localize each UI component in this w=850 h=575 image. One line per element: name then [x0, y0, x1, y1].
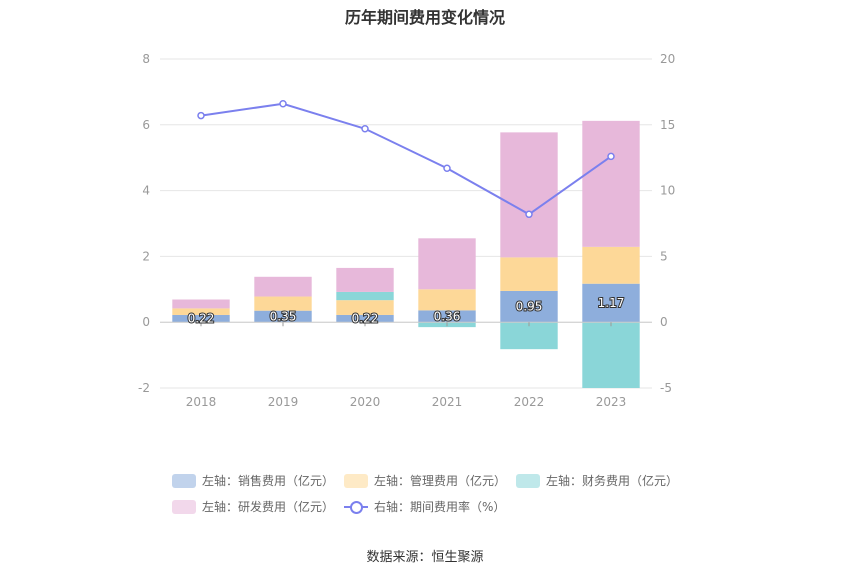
point-expense-rate — [361, 124, 369, 133]
legend-item-expense-rate[interactable]: 右轴：期间费用率（%） — [344, 498, 505, 515]
point-expense-rate — [607, 152, 615, 161]
bar-sales — [500, 290, 558, 323]
bar-rnd — [172, 299, 230, 309]
data-label-sales: 0.35 — [270, 309, 297, 323]
legend-swatch-admin — [344, 473, 368, 488]
data-source: 数据来源：恒生聚源 — [366, 550, 484, 565]
legend-item-admin[interactable]: 左轴：管理费用（亿元） — [344, 472, 506, 489]
x-tick-label: 2020 — [350, 395, 381, 409]
bar-sales — [582, 283, 640, 323]
x-tick-label: 2022 — [514, 395, 545, 409]
legend-swatch-finance — [516, 473, 540, 488]
y-left-tick-label: 0 — [142, 315, 150, 329]
data-label-sales: 0.22 — [188, 312, 215, 326]
bar-finance — [582, 322, 640, 388]
y-left-tick-label: 4 — [142, 184, 150, 198]
legend-label-admin: 左轴：管理费用（亿元） — [374, 474, 507, 488]
y-right-tick-label: 10 — [660, 184, 675, 198]
x-tick-label: 2018 — [186, 395, 217, 409]
x-tick-label: 2021 — [432, 395, 463, 409]
legend-line-expense-rate — [344, 500, 368, 514]
bar-admin — [418, 289, 476, 311]
bar-rnd — [500, 132, 558, 258]
y-left-tick-label: 6 — [142, 118, 150, 132]
bar-sales — [418, 310, 476, 323]
legend-item-rnd[interactable]: 左轴：研发费用（亿元） — [172, 498, 334, 515]
data-label-sales: 0.36 — [434, 309, 461, 323]
bar-admin — [500, 257, 558, 291]
point-expense-rate — [197, 111, 205, 120]
bar-admin — [336, 300, 394, 315]
bar-admin — [254, 296, 312, 311]
bar-admin — [172, 308, 230, 315]
bar-rnd — [418, 238, 476, 290]
bar-rnd — [254, 276, 312, 297]
legend-item-sales[interactable]: 左轴：销售费用（亿元） — [172, 472, 334, 489]
data-label-sales: 0.95 — [516, 300, 543, 314]
data-label-sales: 0.22 — [352, 312, 379, 326]
y-right-tick-label: 15 — [660, 118, 675, 132]
legend-label-expense-rate: 右轴：期间费用率（%） — [374, 500, 506, 514]
y-right-tick-label: 20 — [660, 52, 675, 66]
legend-swatch-rnd — [172, 499, 196, 514]
x-tick-label: 2019 — [268, 395, 299, 409]
bar-admin — [582, 246, 640, 284]
line-expense-rate — [200, 102, 612, 216]
data-label-sales: 1.17 — [598, 296, 625, 310]
point-expense-rate — [525, 210, 533, 219]
legend-item-finance[interactable]: 左轴：财务费用（亿元） — [516, 472, 678, 489]
y-left-tick-label: 8 — [142, 52, 150, 66]
legend-swatch-sales — [172, 473, 196, 488]
y-left-tick-label: 2 — [142, 249, 150, 263]
y-right-tick-label: 0 — [660, 315, 668, 329]
chart-title: 历年期间费用变化情况 — [344, 8, 505, 27]
chart-plot: -2 0 2 4 6 8 -5 0 5 10 15 20 2018 2019 2020 2021 2022 202… — [138, 52, 675, 409]
bar-sales — [254, 310, 312, 323]
y-right-tick-label: 5 — [660, 249, 668, 263]
x-tick-label: 2023 — [596, 395, 627, 409]
y-right-tick-label: -5 — [660, 381, 672, 395]
point-expense-rate — [443, 164, 451, 172]
bar-rnd — [582, 120, 640, 247]
point-expense-rate — [279, 99, 287, 108]
bar-sales — [336, 314, 394, 323]
bar-rnd — [336, 267, 394, 292]
legend-label-finance: 左轴：财务费用（亿元） — [546, 474, 679, 488]
bar-finance — [336, 291, 394, 301]
legend-label-sales: 左轴：销售费用（亿元） — [202, 474, 335, 488]
bar-finance — [500, 322, 558, 350]
bar-sales — [172, 314, 230, 323]
y-left-tick-label: -2 — [138, 381, 150, 395]
legend-label-rnd: 左轴：研发费用（亿元） — [202, 500, 335, 514]
